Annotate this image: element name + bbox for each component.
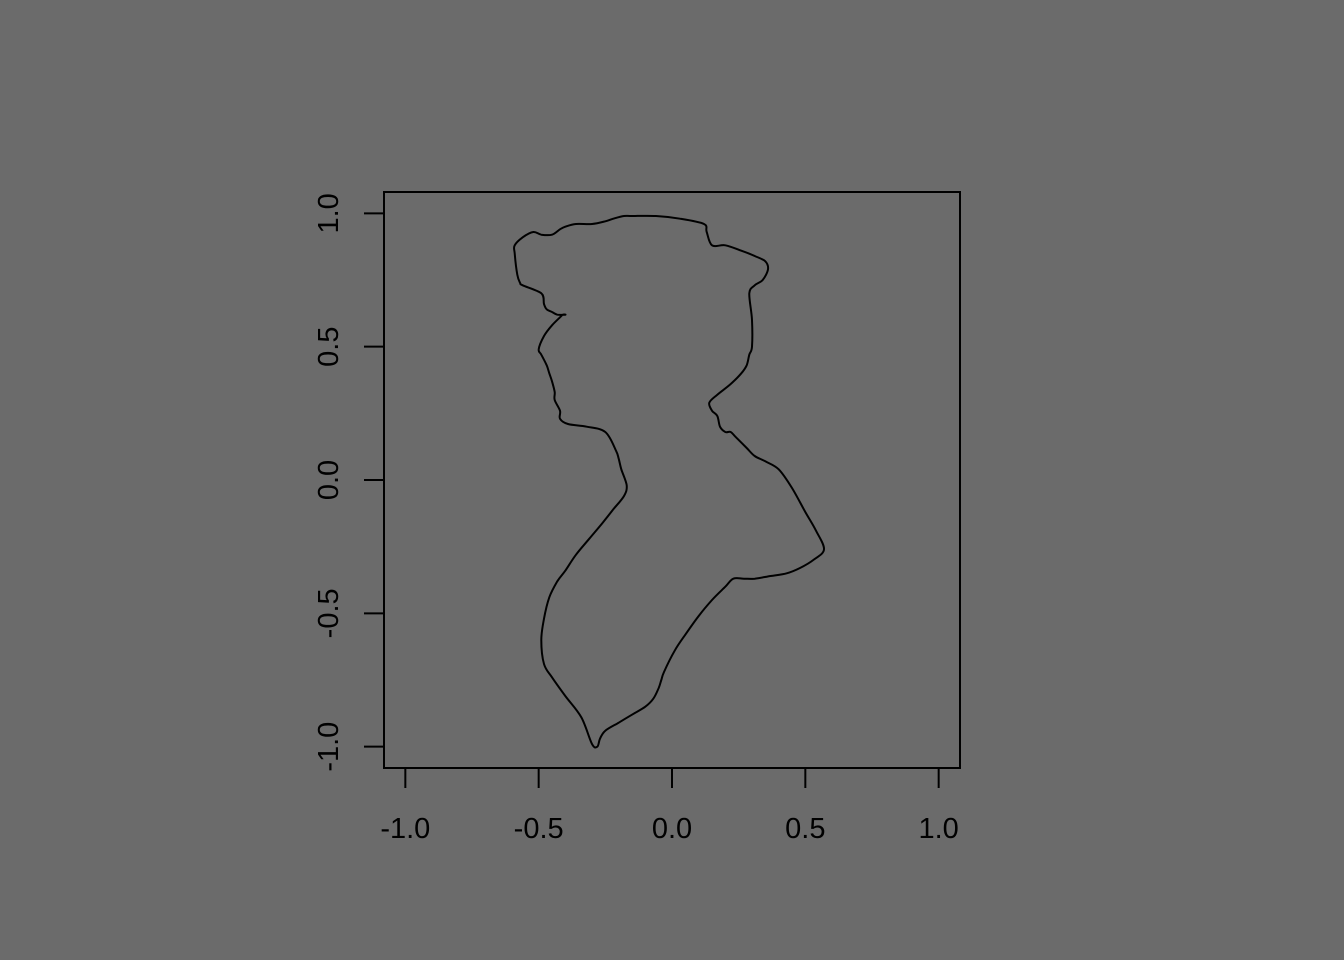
y-tick-label: -0.5 xyxy=(313,588,345,638)
x-tick-label: -1.0 xyxy=(380,813,430,845)
shape-outline xyxy=(512,214,825,749)
plot-frame xyxy=(383,191,961,769)
x-tick-label: -0.5 xyxy=(514,813,564,845)
y-tick-label: 1.0 xyxy=(313,193,345,233)
y-tick-label: -1.0 xyxy=(313,722,345,772)
y-axis: -1.0 -0.5 0.0 0.5 1.0 xyxy=(313,193,385,772)
y-tick-label: 0.5 xyxy=(313,327,345,367)
x-tick-label: 0.0 xyxy=(652,813,692,845)
x-tick-label: 0.5 xyxy=(785,813,825,845)
x-tick-label: 1.0 xyxy=(919,813,959,845)
y-tick-label: 0.0 xyxy=(313,460,345,500)
x-axis: -1.0 -0.5 0.0 0.5 1.0 xyxy=(380,767,959,845)
